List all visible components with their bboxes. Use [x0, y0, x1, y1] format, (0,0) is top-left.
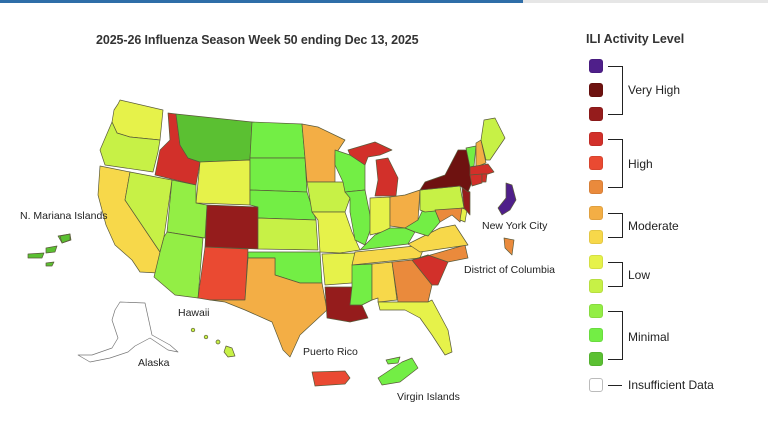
state-north-dakota[interactable]: [249, 121, 306, 159]
swatch-moderate-2: [589, 206, 603, 220]
region-hawaii-kauai[interactable]: [190, 327, 196, 333]
state-maine[interactable]: [480, 117, 506, 161]
top-bar: [0, 0, 768, 3]
loading-progress-bar: [0, 0, 523, 3]
state-arizona[interactable]: [153, 231, 204, 299]
state-new-hampshire[interactable]: [475, 139, 487, 168]
swatch-high-2: [589, 156, 603, 170]
label-virgin-islands: Virgin Islands: [397, 391, 460, 403]
state-colorado[interactable]: [204, 204, 259, 250]
region-n-mariana-2[interactable]: [45, 245, 58, 254]
legend-label-moderate: Moderate: [628, 219, 679, 233]
state-florida[interactable]: [377, 299, 453, 356]
region-n-mariana-3[interactable]: [27, 252, 45, 259]
region-new-york-city[interactable]: [497, 182, 517, 216]
dash-insufficient-data: [608, 385, 622, 386]
legend-label-very-high: Very High: [628, 83, 681, 97]
swatch-very-high-1: [589, 107, 603, 121]
state-montana[interactable]: [175, 113, 253, 163]
bracket-very-high: [608, 66, 623, 115]
legend-label-low: Low: [628, 268, 651, 282]
state-michigan-lower[interactable]: [374, 157, 399, 197]
region-hawaii-maui[interactable]: [215, 339, 221, 345]
label-hawaii: Hawaii: [178, 307, 210, 319]
swatch-minimal-1: [589, 352, 603, 366]
region-n-mariana-1[interactable]: [59, 233, 71, 244]
legend-label-insufficient-data: Insufficient Data: [628, 378, 714, 392]
state-wyoming[interactable]: [195, 159, 251, 206]
state-oregon[interactable]: [99, 121, 161, 173]
swatch-high-3: [589, 132, 603, 146]
swatch-low-1: [589, 279, 603, 293]
swatch-very-high-2: [589, 83, 603, 97]
state-illinois[interactable]: [344, 189, 373, 246]
label-n-mariana-islands: N. Mariana Islands: [20, 210, 108, 222]
bracket-minimal: [608, 311, 623, 360]
state-arkansas[interactable]: [321, 252, 356, 286]
region-district-of-columbia[interactable]: [503, 237, 515, 256]
swatch-minimal-2: [589, 328, 603, 342]
swatch-moderate-1: [589, 230, 603, 244]
state-kansas[interactable]: [257, 217, 319, 251]
region-virgin-islands[interactable]: [377, 357, 419, 386]
bracket-high: [608, 139, 623, 188]
us-choropleth-map: [27, 99, 517, 387]
state-south-dakota[interactable]: [249, 157, 308, 193]
region-hawaii-big[interactable]: [223, 345, 236, 358]
region-alaska[interactable]: [77, 301, 179, 363]
legend-label-high: High: [628, 157, 653, 171]
state-mississippi[interactable]: [349, 263, 373, 306]
state-new-york[interactable]: [419, 149, 473, 193]
label-new-york-city: New York City: [482, 220, 548, 232]
label-puerto-rico: Puerto Rico: [303, 346, 358, 358]
state-michigan[interactable]: [347, 141, 393, 166]
label-district-of-columbia: District of Columbia: [464, 264, 556, 276]
region-puerto-rico[interactable]: [311, 370, 351, 387]
swatch-high-1: [589, 180, 603, 194]
region-hawaii-oahu[interactable]: [203, 334, 209, 340]
state-georgia[interactable]: [391, 259, 433, 303]
map-title: 2025-26 Influenza Season Week 50 ending …: [96, 33, 419, 47]
state-pennsylvania[interactable]: [419, 185, 465, 213]
state-maryland[interactable]: [434, 207, 465, 223]
swatch-insufficient-data: [589, 378, 603, 392]
legend-title: ILI Activity Level: [586, 32, 685, 46]
swatch-very-high-3: [589, 59, 603, 73]
state-missouri[interactable]: [311, 211, 361, 254]
state-massachusetts[interactable]: [469, 163, 495, 176]
legend: ILI Activity Level Very High High Modera…: [586, 32, 766, 402]
state-nebraska[interactable]: [249, 189, 317, 221]
region-n-mariana-4[interactable]: [45, 261, 55, 267]
state-connecticut[interactable]: [469, 173, 483, 187]
state-new-mexico[interactable]: [197, 246, 249, 301]
legend-label-minimal: Minimal: [628, 330, 670, 344]
swatch-low-2: [589, 255, 603, 269]
label-alaska: Alaska: [138, 357, 170, 369]
state-minnesota[interactable]: [301, 123, 346, 183]
state-rhode-island[interactable]: [481, 173, 488, 183]
swatch-minimal-3: [589, 304, 603, 318]
region-virgin-islands-2[interactable]: [385, 356, 401, 365]
bracket-moderate: [608, 213, 623, 238]
state-iowa[interactable]: [306, 181, 351, 213]
state-virginia[interactable]: [407, 224, 469, 253]
state-texas[interactable]: [209, 257, 328, 358]
bracket-low: [608, 262, 623, 287]
